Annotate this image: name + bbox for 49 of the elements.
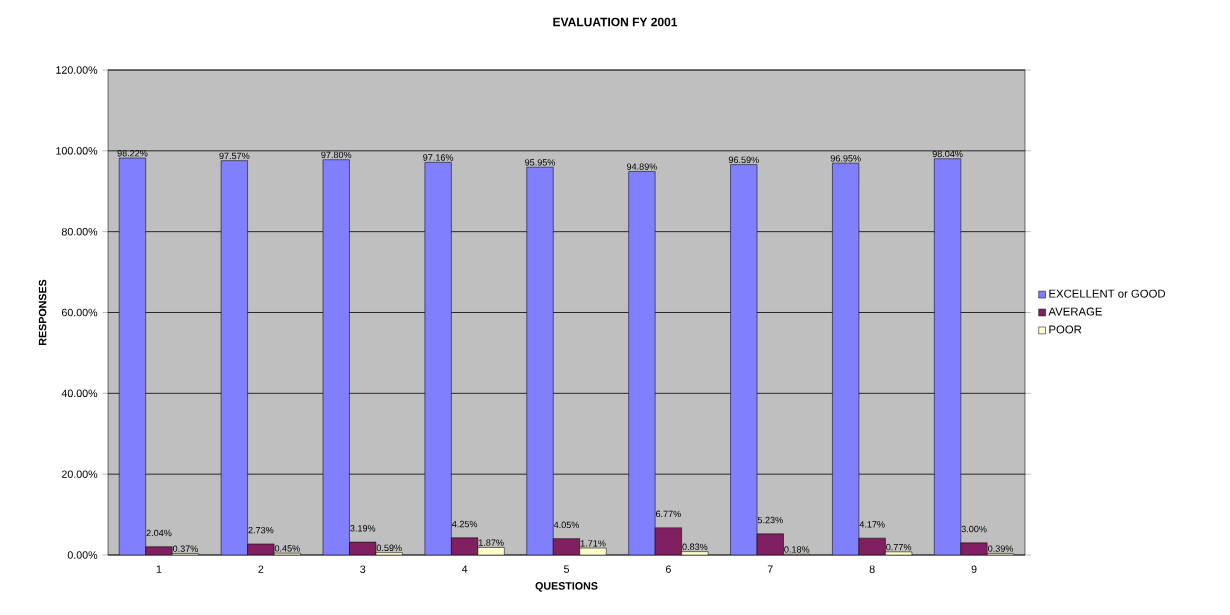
data-label: 1.87%	[478, 539, 504, 546]
data-label: 0.77%	[886, 543, 912, 551]
data-label: 4.25%	[451, 520, 478, 528]
data-label: 2.73%	[248, 526, 274, 534]
data-label: 94.89%	[626, 163, 657, 170]
x-tick-label: 2	[258, 565, 264, 573]
data-label: 0.39%	[988, 545, 1014, 552]
y-tick-label: 0.00%	[67, 551, 98, 559]
data-label: 98.04%	[932, 150, 963, 158]
x-axis-title: QUESTIONS	[535, 582, 598, 592]
data-label: 4.17%	[859, 521, 885, 528]
x-tick-label: 6	[665, 565, 671, 573]
data-label: 0.59%	[376, 544, 402, 552]
y-tick-label: 20.00%	[61, 470, 98, 478]
x-tick-label: 1	[156, 565, 162, 573]
y-tick-label: 40.00%	[61, 389, 98, 398]
data-label: 0.18%	[784, 546, 810, 553]
data-label: 0.45%	[274, 545, 300, 552]
legend-label: AVERAGE	[1048, 307, 1102, 316]
data-label: 3.00%	[961, 525, 987, 533]
data-label: 3.19%	[350, 525, 376, 532]
data-label: 97.80%	[321, 151, 352, 159]
chart-title: EVALUATION FY 2001	[553, 17, 678, 27]
data-label: 2.04%	[146, 529, 172, 537]
y-tick-label: 60.00%	[61, 308, 98, 317]
y-tick-label: 80.00%	[61, 227, 98, 236]
x-tick-label: 4	[461, 565, 468, 573]
data-label: 0.37%	[172, 545, 198, 552]
data-label: 97.57%	[219, 152, 250, 160]
x-tick-label: 5	[563, 565, 570, 573]
data-label: 96.95%	[830, 155, 861, 162]
data-label: 98.22%	[117, 150, 148, 157]
data-label: 1.71%	[580, 540, 606, 547]
legend-label: POOR	[1049, 325, 1082, 334]
data-label: 6.77%	[656, 510, 681, 518]
data-label: 97.16%	[423, 154, 454, 161]
data-label: 96.59%	[728, 156, 759, 164]
data-label: 0.83%	[682, 543, 708, 551]
data-label: 95.95%	[525, 159, 556, 166]
x-tick-label: 8	[869, 565, 875, 573]
x-tick-label: 3	[360, 565, 366, 573]
y-axis-title: RESPONSES	[38, 279, 47, 345]
data-label: 4.05%	[553, 521, 580, 529]
y-tick-label: 120.00%	[56, 66, 98, 74]
y-tick-label: 100.00%	[56, 147, 98, 155]
x-tick-label: 9	[971, 565, 977, 573]
x-tick-label: 7	[767, 565, 773, 573]
data-label: 5.23%	[757, 516, 783, 524]
legend-label: EXCELLENT or GOOD	[1049, 289, 1166, 298]
